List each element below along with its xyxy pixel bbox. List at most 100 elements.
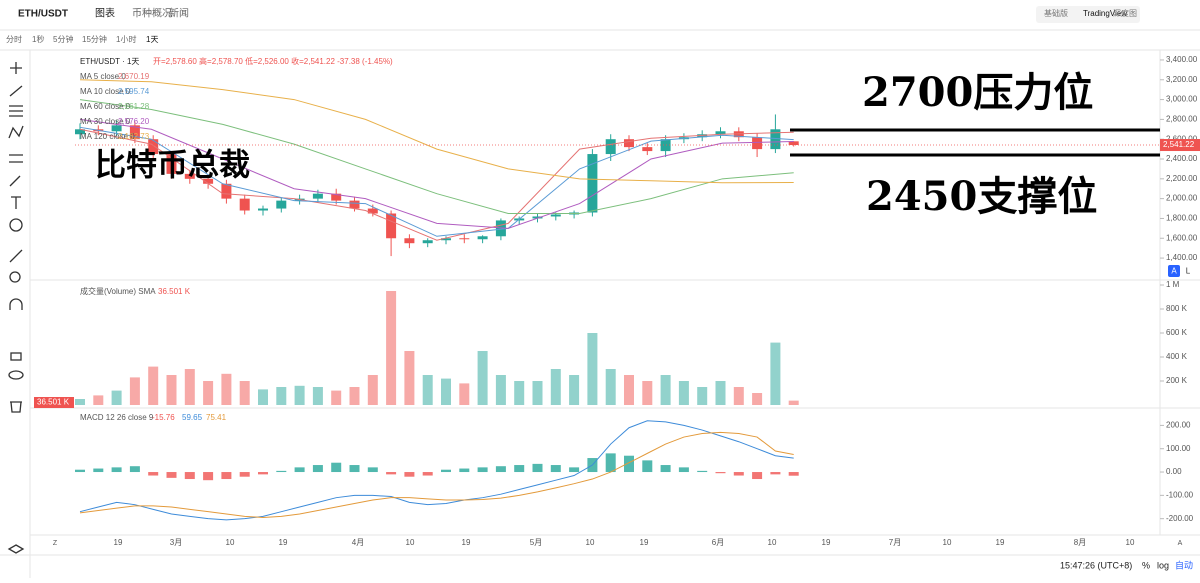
tab[interactable]: 币种概况 bbox=[132, 7, 172, 20]
line-icon[interactable] bbox=[9, 85, 23, 97]
candle-body bbox=[203, 178, 214, 184]
candle-body bbox=[349, 200, 360, 209]
candle-body bbox=[550, 214, 561, 217]
annotation: 2700压力位 bbox=[862, 69, 1093, 116]
ma-line bbox=[79, 99, 794, 214]
tab[interactable]: 图表 bbox=[95, 7, 115, 20]
legend-ohlc: 开=2,578.60 高=2,578.70 低=2,526.00 收=2,541… bbox=[153, 56, 393, 66]
annotation: 比特币总裁 bbox=[95, 148, 250, 184]
volume-bar bbox=[111, 390, 122, 405]
volume-bar bbox=[495, 375, 506, 405]
magnet-icon[interactable] bbox=[9, 298, 23, 310]
volume-bar bbox=[642, 381, 653, 405]
candle-body bbox=[367, 208, 378, 214]
macd-hist bbox=[75, 469, 85, 473]
volume-bar bbox=[715, 381, 726, 405]
ruler-icon[interactable] bbox=[9, 249, 23, 263]
candle-body bbox=[129, 125, 140, 140]
lock-icon[interactable] bbox=[10, 352, 22, 361]
interval-button[interactable]: 5分钟 bbox=[53, 34, 73, 44]
macd-hist bbox=[678, 467, 689, 473]
scale-button-label[interactable]: A bbox=[1171, 267, 1177, 276]
volume-bar bbox=[75, 399, 85, 405]
y-tick-label: 3,000.00 bbox=[1166, 95, 1198, 104]
x-tick-label: 10 bbox=[943, 538, 952, 547]
pattern-icon[interactable] bbox=[8, 125, 24, 139]
interval-button[interactable]: 15分钟 bbox=[82, 34, 107, 44]
y-tick-label: 1,400.00 bbox=[1166, 253, 1198, 262]
interval-button[interactable]: 1小时 bbox=[116, 34, 136, 44]
macd-hist bbox=[624, 455, 634, 473]
scale-button[interactable] bbox=[1182, 265, 1194, 277]
candle-body bbox=[75, 129, 85, 135]
x-tick-label: 6月 bbox=[712, 538, 724, 547]
y-tick-label: 3,200.00 bbox=[1166, 75, 1198, 84]
x-tick-label: 19 bbox=[462, 538, 471, 547]
macd-line bbox=[79, 420, 794, 521]
y-tick-label: 600 K bbox=[1166, 328, 1188, 337]
macd-legend: MACD 12 26 close 9 bbox=[80, 413, 154, 422]
macd-hist bbox=[660, 465, 671, 473]
macd-hist bbox=[129, 466, 140, 473]
zoom-icon[interactable] bbox=[9, 271, 21, 283]
last-price-label: 2,541.22 bbox=[1163, 140, 1195, 149]
view-button[interactable]: 深度图 bbox=[1113, 8, 1137, 18]
emoji-icon[interactable] bbox=[9, 218, 23, 232]
eye-icon[interactable] bbox=[8, 370, 24, 380]
candle-body bbox=[312, 193, 323, 199]
percent-button[interactable]: % bbox=[1142, 560, 1150, 570]
candle-body bbox=[715, 131, 726, 135]
x-tick-label: 10 bbox=[406, 538, 415, 547]
macd-hist bbox=[349, 465, 360, 473]
fib-icon[interactable] bbox=[9, 105, 23, 117]
auto-button[interactable]: 自动 bbox=[1175, 559, 1193, 570]
x-tick-label: 7月 bbox=[889, 538, 901, 547]
volume-bar bbox=[276, 387, 287, 405]
y-tick-label: 2,400.00 bbox=[1166, 154, 1198, 163]
volume-bar bbox=[386, 291, 397, 405]
y-tick-label: 2,800.00 bbox=[1166, 114, 1198, 123]
candle-body bbox=[111, 125, 122, 132]
candle-body bbox=[605, 139, 616, 155]
volume-bar bbox=[93, 395, 104, 405]
volume-bar bbox=[587, 333, 598, 405]
interval-button[interactable]: 分时 bbox=[6, 34, 22, 44]
ma-legend: MA 5 close 0 bbox=[80, 72, 126, 81]
scale-button-label[interactable]: L bbox=[1186, 267, 1191, 276]
y-tick-label: 800 K bbox=[1166, 304, 1188, 313]
view-button[interactable]: 基础版 bbox=[1044, 8, 1068, 18]
volume-bar bbox=[129, 377, 140, 405]
signal-line bbox=[79, 431, 794, 519]
volume-bar bbox=[733, 387, 744, 405]
layers-icon[interactable] bbox=[7, 544, 25, 554]
candle-body bbox=[459, 238, 470, 240]
x-tick-label: 4月 bbox=[352, 538, 364, 547]
view-button[interactable]: TradingView bbox=[1083, 9, 1127, 18]
y-tick-label: 200.00 bbox=[1166, 421, 1191, 430]
annotation: 2450支撑位 bbox=[866, 173, 1097, 220]
scale-button[interactable] bbox=[1168, 265, 1180, 277]
symbol[interactable]: ETH/USDT bbox=[18, 9, 68, 20]
macd-hist bbox=[386, 472, 397, 475]
trash-icon[interactable] bbox=[10, 401, 22, 413]
view-switch[interactable] bbox=[1036, 6, 1140, 23]
interval-button[interactable]: 1秒 bbox=[32, 34, 44, 44]
brush-icon[interactable] bbox=[9, 175, 21, 187]
macd-hist bbox=[715, 472, 726, 474]
ma-legend-value: 2,576.20 bbox=[118, 117, 150, 126]
volume-bar bbox=[258, 389, 268, 405]
log-button[interactable]: log bbox=[1157, 560, 1169, 570]
tv-logo bbox=[80, 505, 102, 525]
tab[interactable]: 新闻 bbox=[169, 7, 189, 20]
text-icon[interactable] bbox=[11, 196, 21, 209]
macd-hist bbox=[221, 472, 232, 480]
macd-hist bbox=[569, 467, 580, 473]
measure-icon[interactable] bbox=[9, 154, 23, 163]
cursor-icon[interactable] bbox=[10, 62, 22, 74]
ma-legend-value: 2,595.74 bbox=[118, 87, 150, 96]
volume-bar bbox=[550, 369, 561, 405]
candle-body bbox=[184, 173, 195, 179]
clock: 15:47:26 (UTC+8) bbox=[1060, 560, 1132, 570]
interval-button[interactable]: 1天 bbox=[146, 35, 158, 44]
